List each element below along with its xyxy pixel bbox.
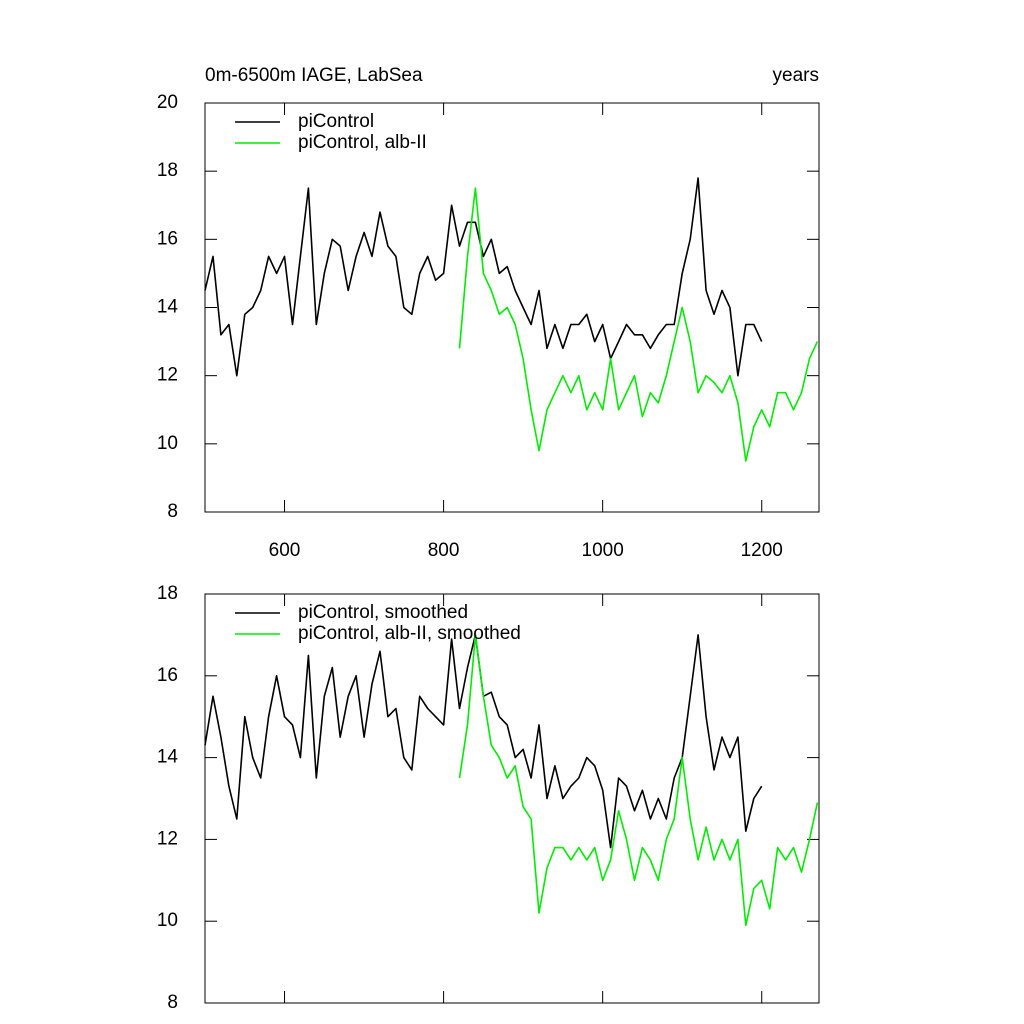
y-tick-label: 8	[167, 992, 178, 1013]
x-tick-label: 600	[269, 540, 301, 561]
y-tick-label: 16	[157, 665, 178, 686]
y-tick-label: 14	[157, 297, 179, 318]
y-tick-label: 12	[157, 828, 178, 849]
y-tick-label: 8	[167, 501, 178, 522]
series-line	[458, 634, 819, 927]
legend-label: piControl, alb-II, smoothed	[298, 623, 521, 644]
legend-label: piControl	[298, 111, 374, 132]
series-line	[204, 634, 763, 849]
right-title: years	[773, 65, 819, 86]
y-tick-label: 16	[157, 228, 178, 249]
y-tick-label: 14	[157, 747, 179, 768]
x-tick-label: 1000	[582, 540, 624, 561]
y-tick-label: 10	[157, 910, 178, 931]
y-tick-label: 18	[157, 583, 178, 604]
legend-label: piControl, alb-II	[298, 132, 427, 153]
x-tick-label: 800	[428, 540, 460, 561]
plot-frame	[204, 102, 820, 513]
y-tick-label: 12	[157, 365, 178, 386]
y-tick-label: 20	[157, 92, 178, 113]
plot-frame	[204, 593, 820, 1004]
series-line	[204, 177, 763, 377]
y-tick-label: 10	[157, 433, 178, 454]
series-line	[458, 187, 819, 462]
y-tick-label: 18	[157, 160, 178, 181]
x-tick-label: 1200	[741, 540, 783, 561]
legend-label: piControl, smoothed	[298, 602, 468, 623]
chart-title: 0m-6500m IAGE, LabSea	[205, 65, 423, 86]
